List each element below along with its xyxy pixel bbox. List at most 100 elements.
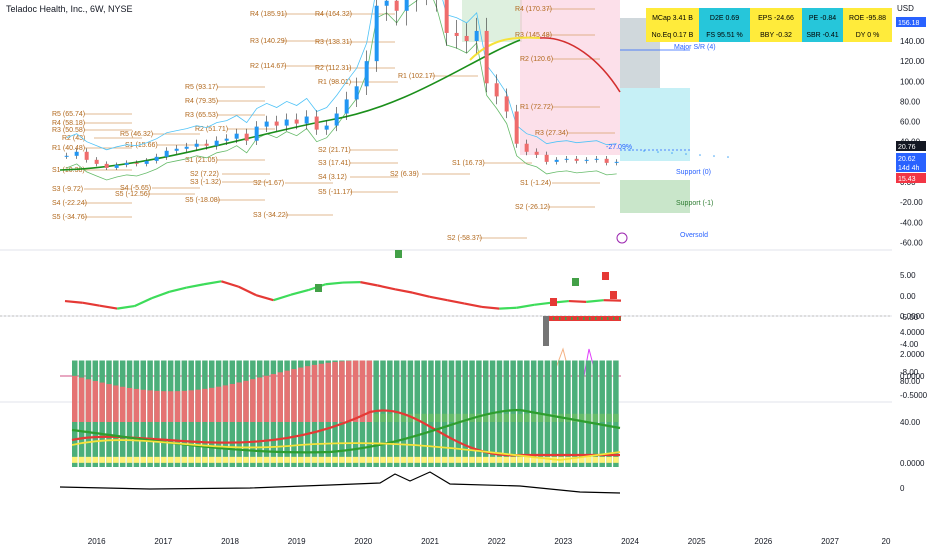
pivot-level-label: R3 (138.31) bbox=[315, 39, 352, 46]
candle-body bbox=[394, 0, 399, 11]
candle-body bbox=[374, 5, 379, 62]
pivot-level-label: R4 (164.32) bbox=[315, 11, 352, 18]
breadth-bar-yellow bbox=[414, 456, 420, 463]
fundamentals-value: No.Eq 0.17 B bbox=[652, 32, 694, 39]
forecast-dot bbox=[727, 156, 729, 158]
breadth-bar-red bbox=[284, 370, 290, 422]
pivot-level-label: S4 (3.12) bbox=[318, 174, 347, 181]
candle-body bbox=[304, 116, 309, 124]
breadth-bar-red bbox=[277, 372, 283, 422]
breadth-bar-red bbox=[304, 366, 311, 422]
percent-change-label: -27.09% bbox=[606, 144, 632, 151]
breadth-bar-red bbox=[496, 413, 503, 422]
fundamentals-value: FS 95.51 % bbox=[706, 32, 743, 39]
breadth-bar-yellow bbox=[448, 456, 455, 463]
candle-body bbox=[574, 158, 579, 161]
y-tick-label: 4.0000 bbox=[900, 328, 925, 337]
breadth-bar-green bbox=[387, 360, 393, 467]
momentum-segment bbox=[464, 302, 483, 309]
momentum-segment bbox=[203, 280, 222, 286]
breadth-bar-red bbox=[298, 367, 304, 422]
breadth-bar-yellow bbox=[167, 456, 174, 463]
momentum-segment bbox=[273, 293, 292, 302]
breadth-bar-green bbox=[428, 360, 434, 467]
price-tag bbox=[896, 173, 926, 183]
y-tick-label: 120.00 bbox=[900, 57, 925, 66]
breadth-bar-yellow bbox=[209, 456, 215, 463]
candle-body bbox=[94, 159, 99, 164]
candle-body bbox=[504, 96, 509, 112]
breadth-bar-red bbox=[537, 413, 544, 422]
histogram-tick bbox=[601, 317, 603, 320]
y-tick-label: 0.0000 bbox=[900, 372, 925, 381]
y-tick-label: 0.0000 bbox=[900, 459, 925, 468]
currency-label[interactable]: USD bbox=[897, 4, 914, 13]
candle-body bbox=[334, 113, 339, 126]
pivot-level-label: R4 (170.37) bbox=[515, 6, 552, 13]
breadth-bar-yellow bbox=[366, 456, 373, 463]
x-tick-label: 2027 bbox=[821, 537, 839, 546]
momentum-segment bbox=[360, 281, 378, 287]
breadth-bar-yellow bbox=[78, 456, 85, 463]
breadth-bar-yellow bbox=[483, 456, 489, 463]
fundamentals-value: DY 0 % bbox=[856, 32, 880, 39]
breadth-bar-red bbox=[483, 413, 489, 422]
y-tick-label: 100.00 bbox=[900, 77, 925, 86]
breadth-bar-green bbox=[455, 360, 462, 467]
breadth-bar-yellow bbox=[277, 456, 283, 463]
signal-marker bbox=[610, 291, 617, 299]
breadth-bar-yellow bbox=[298, 456, 304, 463]
sr-label: Oversold bbox=[680, 232, 708, 239]
momentum-segment bbox=[394, 288, 413, 294]
breadth-bar-green bbox=[393, 360, 400, 467]
histogram-tick bbox=[607, 317, 609, 320]
breadth-bar-red bbox=[85, 379, 92, 422]
breadth-bar-red bbox=[256, 377, 263, 422]
candle-body bbox=[284, 119, 289, 126]
breadth-bar-red bbox=[311, 364, 318, 422]
breadth-line-yellow bbox=[71, 439, 621, 461]
breadth-bar-red bbox=[140, 389, 146, 422]
candle-body bbox=[204, 143, 209, 146]
breadth-bar-yellow bbox=[524, 456, 530, 463]
breadth-bar-red bbox=[544, 413, 551, 422]
pivot-level-label: R5 (46.32) bbox=[120, 131, 153, 138]
breadth-bar-yellow bbox=[339, 456, 345, 463]
momentum-segment bbox=[568, 299, 587, 303]
breadth-bar-yellow bbox=[311, 456, 318, 463]
breadth-bar-yellow bbox=[174, 456, 181, 463]
momentum-segment bbox=[186, 283, 205, 289]
breadth-bar-yellow bbox=[304, 456, 311, 463]
breadth-bar-red bbox=[229, 383, 236, 422]
forecast-dot bbox=[671, 152, 673, 154]
upper-band-line bbox=[66, 0, 617, 151]
pivot-level-label: S2 (-26.12) bbox=[515, 204, 550, 211]
breadth-bar-red bbox=[462, 413, 468, 422]
zone-support bbox=[620, 180, 690, 213]
momentum-segment bbox=[151, 290, 170, 300]
candle-body bbox=[454, 32, 459, 36]
breadth-bar-yellow bbox=[441, 456, 448, 463]
breadth-bar-red bbox=[578, 413, 585, 422]
breadth-bar-yellow bbox=[435, 456, 441, 463]
histogram-tick bbox=[553, 317, 555, 320]
pivot-level-label: S2 (-1.67) bbox=[253, 180, 284, 187]
fundamentals-value: D2E 0.69 bbox=[710, 15, 739, 22]
candle-body bbox=[74, 151, 79, 156]
zone-pink bbox=[520, 0, 620, 155]
breadth-bar-red bbox=[585, 413, 592, 422]
candle-body bbox=[264, 121, 269, 127]
breadth-bar-yellow bbox=[195, 456, 201, 463]
breadth-bar-red bbox=[393, 413, 400, 422]
pivot-level-label: R3 (140.29) bbox=[250, 38, 287, 45]
x-tick-label: 2024 bbox=[621, 537, 639, 546]
breadth-bar-yellow bbox=[119, 456, 126, 463]
breadth-bar-green bbox=[373, 360, 379, 467]
fundamentals-cell bbox=[750, 8, 802, 25]
candle-body bbox=[594, 158, 599, 160]
x-tick-label: 20 bbox=[882, 537, 891, 546]
y-tick-label: 40.00 bbox=[900, 418, 921, 427]
breadth-bar-yellow bbox=[106, 456, 112, 463]
y-tick-label: -8.00 bbox=[900, 368, 919, 377]
